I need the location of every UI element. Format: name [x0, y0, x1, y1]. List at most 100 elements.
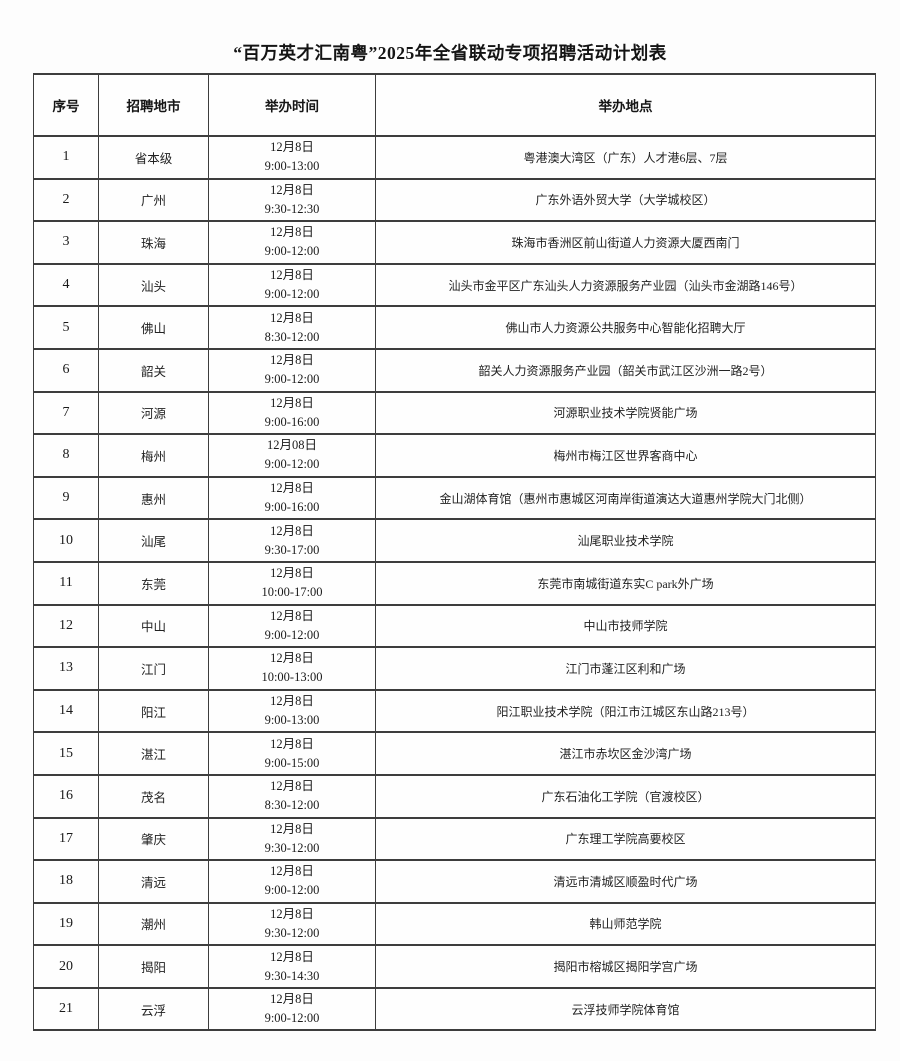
cell-hours: 9:30-17:00 [264, 542, 320, 557]
cell-location: 东莞市南城街道东实C park外广场 [375, 560, 876, 606]
cell-location: 广东外语外贸大学（大学城校区） [375, 177, 876, 223]
cell-time: 12月8日 9:00-12:00 [208, 603, 376, 649]
cell-date: 12月8日 [270, 225, 314, 240]
column-header-location: 举办地点 [375, 73, 876, 137]
cell-seq: 16 [33, 773, 99, 819]
cell-hours: 9:30-12:00 [264, 840, 320, 855]
cell-city: 东莞 [98, 560, 209, 606]
recruitment-schedule-table: 序号 招聘地市 举办时间 举办地点 1 省本级 12月8日 9:00-13:00… [33, 73, 876, 1032]
table-row: 19 潮州 12月8日 9:30-12:00 韩山师范学院 [33, 901, 876, 947]
cell-location: 佛山市人力资源公共服务中心智能化招聘大厅 [375, 305, 876, 350]
cell-date: 12月8日 [270, 268, 314, 283]
cell-date: 12月8日 [270, 182, 314, 197]
cell-time: 12月8日 9:00-13:00 [208, 688, 376, 734]
cell-hours: 9:00-12:00 [264, 287, 320, 302]
cell-city: 阳江 [98, 688, 209, 734]
cell-time: 12月8日 8:30-12:00 [208, 773, 376, 819]
table-row: 4 汕头 12月8日 9:00-12:00 汕头市金平区广东汕头人力资源服务产业… [33, 262, 876, 308]
table-row: 6 韶关 12月8日 9:00-12:00 韶关人力资源服务产业园（韶关市武江区… [33, 347, 876, 393]
cell-date: 12月8日 [270, 353, 314, 368]
table-row: 8 梅州 12月08日 9:00-12:00 梅州市梅江区世界客商中心 [33, 433, 876, 478]
cell-seq: 18 [33, 859, 99, 904]
cell-time: 12月8日 9:00-12:00 [208, 347, 376, 393]
cell-location: 阳江职业技术学院（阳江市江城区东山路213号） [375, 688, 876, 734]
cell-city: 中山 [98, 603, 209, 649]
cell-date: 12月8日 [270, 140, 314, 155]
table-row: 12 中山 12月8日 9:00-12:00 中山市技师学院 [33, 603, 876, 649]
cell-hours: 9:00-13:00 [264, 713, 320, 728]
table-row: 11 东莞 12月8日 10:00-17:00 东莞市南城街道东实C park外… [33, 560, 876, 606]
cell-time: 12月8日 9:30-14:30 [208, 944, 376, 989]
cell-location: 江门市蓬江区利和广场 [375, 646, 876, 691]
cell-city: 韶关 [98, 347, 209, 393]
cell-seq: 13 [33, 646, 99, 691]
cell-location: 揭阳市榕城区揭阳学宫广场 [375, 944, 876, 989]
table-row: 7 河源 12月8日 9:00-16:00 河源职业技术学院贤能广场 [33, 390, 876, 436]
cell-city: 揭阳 [98, 944, 209, 989]
cell-location: 广东理工学院高要校区 [375, 816, 876, 862]
table-row: 9 惠州 12月8日 9:00-16:00 金山湖体育馆（惠州市惠城区河南岸街道… [33, 475, 876, 521]
table-row: 10 汕尾 12月8日 9:30-17:00 汕尾职业技术学院 [33, 518, 876, 563]
cell-location: 清远市清城区顺盈时代广场 [375, 859, 876, 904]
column-header-city: 招聘地市 [98, 73, 209, 137]
cell-date: 12月8日 [270, 608, 314, 623]
cell-hours: 9:30-12:30 [264, 201, 320, 216]
cell-city: 梅州 [98, 433, 209, 478]
cell-location: 珠海市香洲区前山街道人力资源大厦西南门 [375, 220, 876, 265]
cell-hours: 9:00-15:00 [264, 755, 320, 770]
cell-time: 12月8日 9:00-16:00 [208, 390, 376, 436]
cell-city: 江门 [98, 646, 209, 691]
cell-time: 12月8日 9:30-12:30 [208, 177, 376, 223]
cell-seq: 19 [33, 901, 99, 947]
table-row: 17 肇庆 12月8日 9:30-12:00 广东理工学院高要校区 [33, 816, 876, 862]
cell-location: 河源职业技术学院贤能广场 [375, 390, 876, 436]
cell-time: 12月08日 9:00-12:00 [208, 433, 376, 478]
cell-hours: 10:00-17:00 [261, 585, 323, 600]
cell-hours: 8:30-12:00 [264, 329, 320, 344]
cell-time: 12月8日 9:30-12:00 [208, 816, 376, 862]
cell-seq: 17 [33, 816, 99, 862]
cell-seq: 4 [33, 262, 99, 308]
table-header-row: 序号 招聘地市 举办时间 举办地点 [33, 73, 876, 137]
column-header-seq: 序号 [33, 73, 99, 137]
cell-hours: 10:00-13:00 [261, 670, 323, 685]
cell-city: 珠海 [98, 220, 209, 265]
cell-hours: 9:00-12:00 [264, 1011, 320, 1026]
cell-location: 梅州市梅江区世界客商中心 [375, 433, 876, 478]
cell-seq: 3 [33, 220, 99, 265]
cell-seq: 12 [33, 603, 99, 649]
cell-time: 12月8日 9:00-12:00 [208, 262, 376, 308]
cell-hours: 9:00-12:00 [264, 883, 320, 898]
cell-hours: 9:30-14:30 [264, 968, 320, 983]
cell-city: 云浮 [98, 986, 209, 1032]
cell-hours: 9:00-12:00 [264, 372, 320, 387]
table-row: 3 珠海 12月8日 9:00-12:00 珠海市香洲区前山街道人力资源大厦西南… [33, 220, 876, 265]
cell-seq: 1 [33, 135, 99, 180]
cell-time: 12月8日 9:30-12:00 [208, 901, 376, 947]
cell-time: 12月8日 9:00-13:00 [208, 135, 376, 180]
cell-time: 12月8日 9:00-12:00 [208, 859, 376, 904]
cell-date: 12月8日 [270, 906, 314, 921]
cell-city: 茂名 [98, 773, 209, 819]
cell-date: 12月8日 [270, 736, 314, 751]
cell-city: 潮州 [98, 901, 209, 947]
cell-location: 金山湖体育馆（惠州市惠城区河南岸街道演达大道惠州学院大门北侧） [375, 475, 876, 521]
cell-location: 广东石油化工学院（官渡校区） [375, 773, 876, 819]
table-row: 13 江门 12月8日 10:00-13:00 江门市蓬江区利和广场 [33, 646, 876, 691]
cell-hours: 9:00-12:00 [264, 627, 320, 642]
cell-city: 湛江 [98, 731, 209, 776]
cell-hours: 9:30-12:00 [264, 925, 320, 940]
cell-seq: 20 [33, 944, 99, 989]
cell-hours: 9:00-12:00 [264, 457, 320, 472]
cell-hours: 9:00-16:00 [264, 414, 320, 429]
cell-date: 12月8日 [270, 651, 314, 666]
table-row: 5 佛山 12月8日 8:30-12:00 佛山市人力资源公共服务中心智能化招聘… [33, 305, 876, 350]
table-body: 1 省本级 12月8日 9:00-13:00 粤港澳大湾区（广东）人才港6层、7… [33, 135, 876, 1032]
cell-location: 湛江市赤坎区金沙湾广场 [375, 731, 876, 776]
table-row: 20 揭阳 12月8日 9:30-14:30 揭阳市榕城区揭阳学宫广场 [33, 944, 876, 989]
cell-seq: 11 [33, 560, 99, 606]
table-row: 16 茂名 12月8日 8:30-12:00 广东石油化工学院（官渡校区） [33, 773, 876, 819]
cell-date: 12月08日 [266, 438, 317, 453]
cell-location: 汕头市金平区广东汕头人力资源服务产业园（汕头市金湖路146号） [375, 262, 876, 308]
cell-time: 12月8日 10:00-13:00 [208, 646, 376, 691]
